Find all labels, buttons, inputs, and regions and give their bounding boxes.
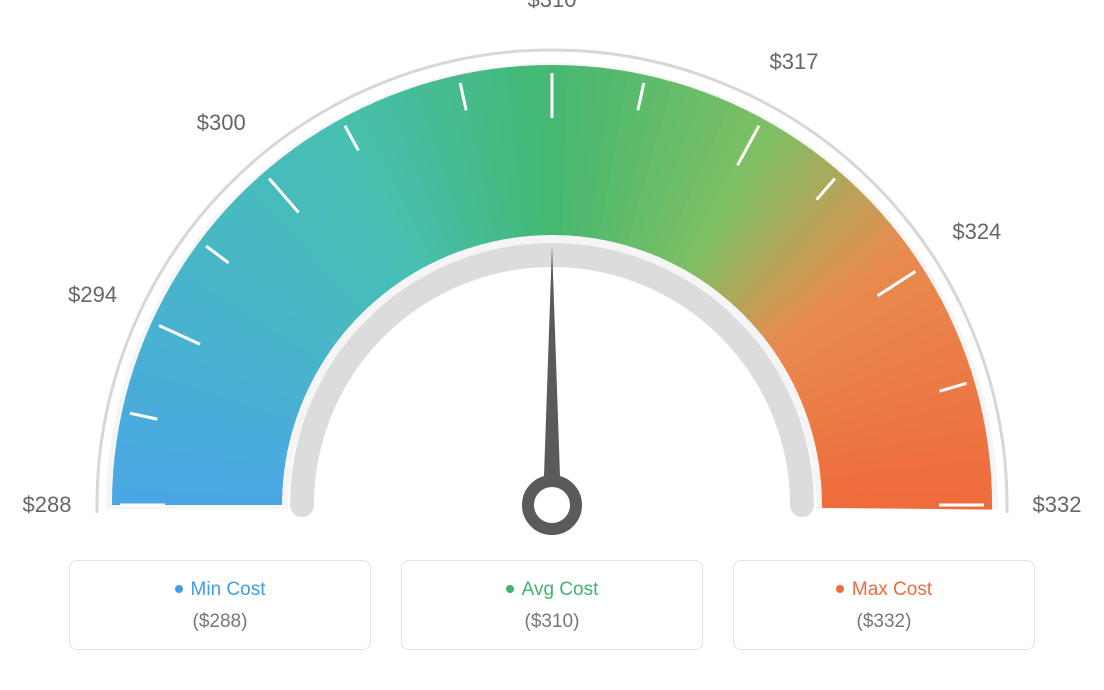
legend-value-max: ($332) [734,611,1034,633]
legend-dot-avg [506,585,514,593]
legend-value-min: ($288) [70,611,370,633]
gauge-tick-label: $317 [770,49,819,75]
legend-label-min: Min Cost [191,579,266,600]
gauge-svg [0,0,1104,560]
legend-dot-max [836,585,844,593]
legend-card-avg: Avg Cost ($310) [401,560,703,650]
gauge-tick-label: $332 [1033,492,1082,518]
legend-dot-min [175,585,183,593]
legend-label-max: Max Cost [852,579,932,600]
legend-card-min: Min Cost ($288) [69,560,371,650]
gauge-tick-label: $300 [197,110,246,136]
legend-row: Min Cost ($288) Avg Cost ($310) Max Cost… [0,560,1104,650]
gauge-chart: $288 $294 $300 $310 $317 $324 $332 [0,0,1104,560]
legend-value-avg: ($310) [402,611,702,633]
gauge-tick-label: $324 [952,219,1001,245]
gauge-tick-label: $288 [23,492,72,518]
legend-card-max: Max Cost ($332) [733,560,1035,650]
gauge-tick-label: $294 [68,282,117,308]
gauge-tick-label: $310 [528,0,577,13]
legend-label-avg: Avg Cost [522,579,599,600]
